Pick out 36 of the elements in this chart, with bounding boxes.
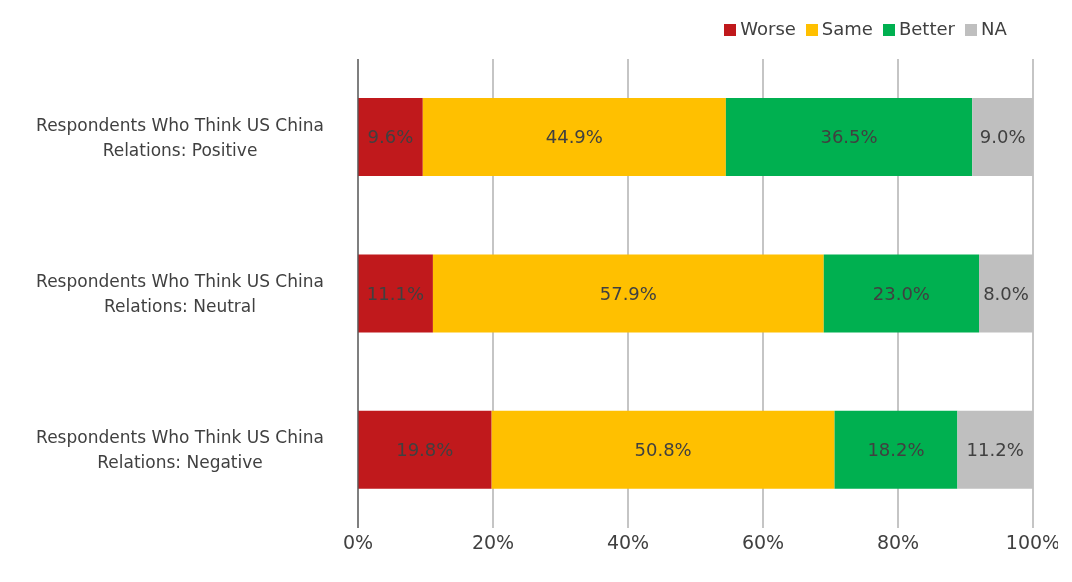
bar	[491, 410, 835, 489]
data-label: 57.9%	[599, 282, 657, 304]
data-label: 8.0%	[983, 282, 1029, 304]
bar	[725, 98, 973, 177]
bar	[834, 410, 958, 489]
legend-label: Same	[821, 18, 873, 39]
bar	[957, 410, 1033, 489]
x-tick-label: 20%	[471, 531, 515, 554]
data-label: 50.8%	[634, 439, 692, 461]
y-tick-label: Respondents Who Think US China Relations: Negative	[36, 427, 324, 473]
legend-label: Better	[898, 18, 955, 39]
bar	[979, 254, 1033, 333]
data-label: 11.2%	[966, 439, 1024, 461]
data-label: 9.0%	[979, 126, 1026, 148]
bar	[358, 254, 433, 333]
data-label: 9.6%	[367, 126, 414, 148]
bar	[422, 98, 726, 177]
x-tick-label: 60%	[741, 531, 785, 554]
bar	[358, 410, 492, 489]
data-label: 19.8%	[396, 439, 454, 461]
data-label: 44.9%	[545, 126, 603, 148]
x-tick-label: 80%	[876, 531, 920, 554]
bar	[432, 254, 824, 333]
bar	[823, 254, 979, 333]
data-label: 11.1%	[366, 282, 425, 304]
legend-label: NA	[980, 18, 1007, 39]
data-label: 18.2%	[867, 439, 925, 461]
legend-label: Worse	[740, 18, 796, 39]
data-label: 36.5%	[820, 126, 878, 148]
x-tick-label: 0%	[342, 531, 374, 554]
data-label: 23.0%	[872, 282, 930, 304]
bar	[972, 98, 1033, 177]
y-tick-label: Respondents Who Think US China Relations: Neutral	[36, 271, 324, 316]
y-tick-label: Respondents Who Think US China Relations: Positive	[36, 114, 324, 160]
x-tick-label: 40%	[606, 531, 650, 554]
bar	[358, 98, 423, 177]
